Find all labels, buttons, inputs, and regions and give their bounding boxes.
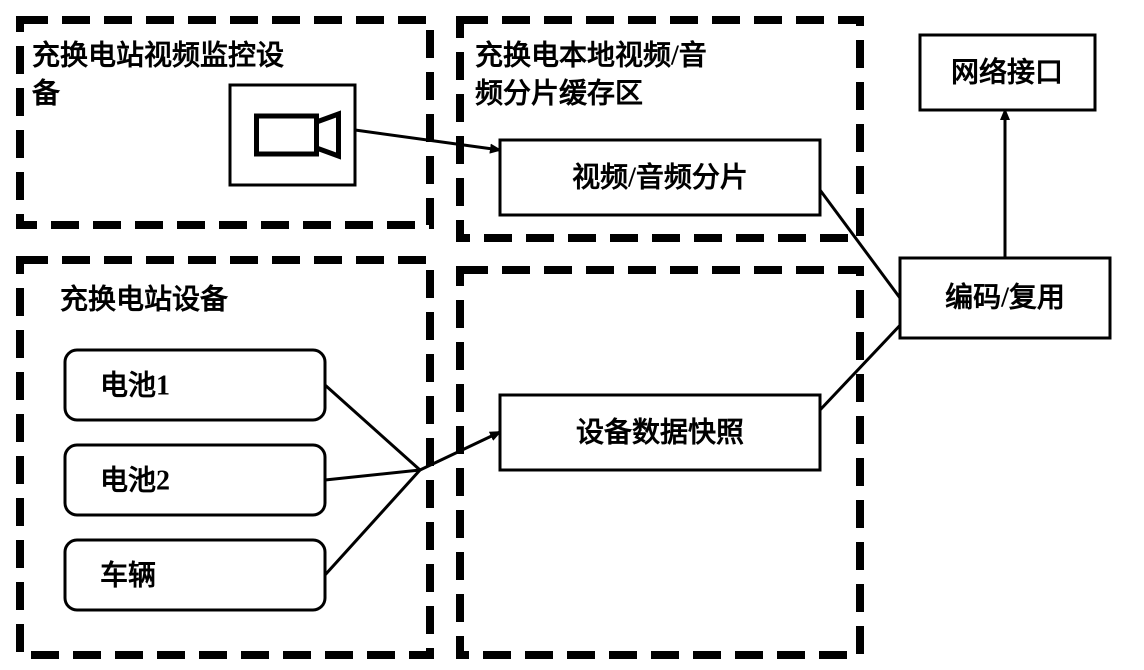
av-segment-label: 视频/音频分片 [572,160,748,193]
snapshot-node: 设备数据快照 [500,395,820,470]
edge-battery1-to-snapshot [325,385,420,470]
battery1-node: 电池1 [65,350,325,420]
encode-node: 编码/复用 [900,258,1110,338]
video-monitor-group-label-line1: 充换电站视频监控设 [32,38,284,71]
av-segment-node: 视频/音频分片 [500,140,820,215]
edge-vehicle-to-snapshot [325,470,420,575]
vehicle-node: 车辆 [65,540,325,610]
vehicle-label: 车辆 [100,558,156,591]
local-av-cache-group-label-line2: 频分片缓存区 [475,76,643,109]
edge-av_segment-to-encode [820,190,900,298]
local-av-cache-group-label-line1: 充换电本地视频/音 [475,38,707,71]
battery1-label: 电池1 [100,369,170,401]
net-if-node: 网络接口 [920,35,1095,110]
battery2-label: 电池2 [100,464,170,496]
diagram-canvas: 充换电站视频监控设 备 充换电站设备 充换电本地视频/音 频分片缓存区 电池1 … [0,0,1144,670]
snapshot-label: 设备数据快照 [576,416,744,448]
station-equipment-group-label: 充换电站设备 [60,282,229,315]
encode-label: 编码/复用 [945,280,1065,313]
edge-battery2-to-snapshot [325,470,420,480]
net-if-label: 网络接口 [951,55,1063,88]
video-monitor-group-label-line2: 备 [31,77,61,109]
battery2-node: 电池2 [65,445,325,515]
camera-node [230,85,355,185]
